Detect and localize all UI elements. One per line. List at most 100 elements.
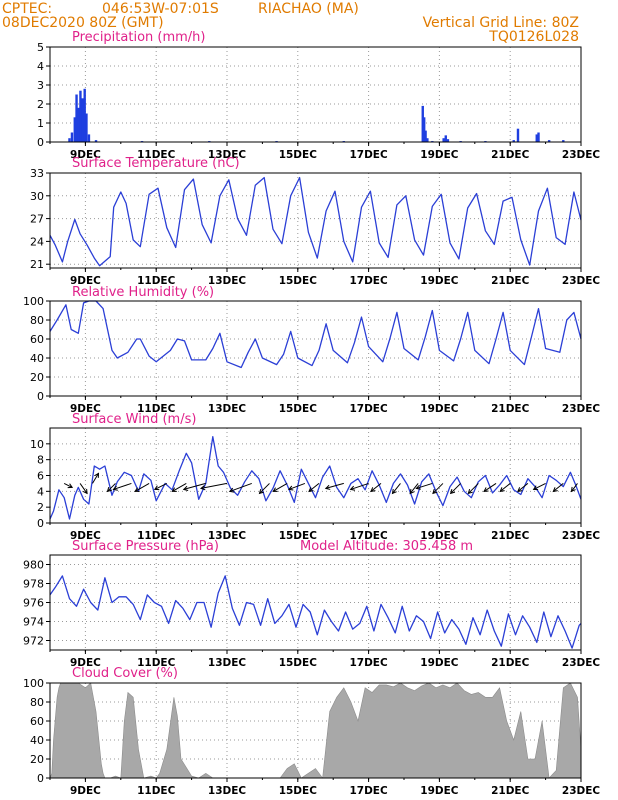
wind-arrow <box>532 482 546 491</box>
cloud-xtick-label: 21DEC <box>491 785 530 797</box>
wind-arrow-head <box>153 485 160 491</box>
wind-title: Surface Wind (m/s) <box>72 412 196 427</box>
wind-arrow-shaft <box>483 483 497 492</box>
rh-ytick-label: 20 <box>30 371 44 384</box>
wind-arrow-shaft <box>200 482 228 489</box>
pressure-yaxis: 972 974 976 978 980 <box>23 559 50 648</box>
wind-xtick-label: 13DEC <box>208 530 247 542</box>
header: CPTEC: 046:53W-07:01S RIACHAO (MA) 08DEC… <box>2 1 579 45</box>
wind-arrow-head <box>94 472 100 478</box>
wind-arrow-shaft <box>183 482 206 490</box>
wind-ytick-label: 2 <box>37 501 44 514</box>
wind-arrow-shaft <box>571 483 578 492</box>
temp-ytick-label: 21 <box>30 258 44 271</box>
wind-arrow-head <box>349 485 356 491</box>
rh-series <box>49 300 582 369</box>
wind-arrow-head <box>324 484 331 490</box>
precip-grid <box>50 47 581 142</box>
cloud-xtick-label: 15DEC <box>279 785 318 797</box>
rh-ytick-label: 0 <box>37 390 44 403</box>
temp-xtick-label: 17DEC <box>349 275 388 287</box>
wind-arrow-shaft <box>350 482 369 490</box>
temp-xtick-label: 15DEC <box>279 275 318 287</box>
precip-bar <box>85 113 88 142</box>
precip-ytick-label: 4 <box>37 60 44 73</box>
temp-xtick-label: 21DEC <box>491 275 530 287</box>
wind-arrow <box>517 483 529 493</box>
wind-arrow-shaft <box>79 483 88 494</box>
cloud-ytick-label: 80 <box>30 696 44 709</box>
wind-arrow-head <box>370 487 376 493</box>
wind-arrow-shaft <box>154 482 168 490</box>
wind-arrow-shaft <box>272 482 288 492</box>
pressure-grid <box>50 555 581 650</box>
wind-arrow-head <box>228 487 235 493</box>
precip-bar <box>424 130 427 142</box>
header-source: CPTEC: <box>2 1 52 17</box>
wind-arrow-shaft <box>134 482 150 492</box>
rh-xtick-label: 17DEC <box>349 403 388 415</box>
wind-arrow <box>272 482 288 492</box>
wind-arrow <box>467 483 479 495</box>
cloud-xtick-label: 23DEC <box>562 785 601 797</box>
rh-xtick-label: 21DEC <box>491 403 530 415</box>
precip-bar <box>83 88 86 142</box>
wind-arrow-head <box>499 487 505 493</box>
wind-arrow-shaft <box>63 482 73 488</box>
temp-xtick-label: 9DEC <box>70 275 101 287</box>
cloud-ytick-label: 0 <box>37 772 44 785</box>
pressure-ytick-label: 976 <box>23 597 44 610</box>
wind-arrow <box>483 483 497 492</box>
wind-arrow-shaft <box>308 483 320 492</box>
wind-arrow-shaft <box>113 482 132 490</box>
wind-arrow <box>552 483 564 493</box>
rh-ytick-label: 60 <box>30 333 44 346</box>
wind-arrow-head <box>182 485 189 491</box>
wind-arrows <box>63 472 578 495</box>
cloud-xtick-label: 19DEC <box>420 785 459 797</box>
rh-line <box>49 300 582 369</box>
wind-arrow-head <box>409 488 415 495</box>
temp-title: Surface Temperature (nC) <box>72 156 240 171</box>
precip-bar <box>516 128 520 142</box>
temp-panel: Surface Temperature (nC) 21 24 27 30 33 9DEC 11… <box>30 156 600 287</box>
precip-xtick-label: 9DEC <box>70 149 101 161</box>
pressure-xtick-label: 15DEC <box>279 657 318 669</box>
precip-bar <box>87 134 91 142</box>
rh-xaxis: 9DEC 11DEC 13DEC 15DEC 17DEC 19DEC 21DEC 23DEC <box>49 396 600 415</box>
precip-bar <box>79 90 82 142</box>
wind-arrow-head <box>308 487 314 493</box>
precip-ytick-label: 1 <box>37 117 44 130</box>
wind-arrow <box>349 482 369 491</box>
cloud-title: Cloud Cover (%) <box>72 666 178 681</box>
temp-ytick-label: 24 <box>30 235 44 248</box>
cloud-ytick-label: 40 <box>30 734 44 747</box>
wind-arrow-shaft <box>288 482 306 490</box>
wind-arrow <box>370 483 382 493</box>
wind-arrow-head <box>467 488 473 495</box>
rh-panel: Relative Humidity (%) 0 20 40 60 80 100 9DEC 11D… <box>23 285 600 415</box>
header-coords: 046:53W-07:01S <box>102 1 219 17</box>
cloud-xtick-label: 17DEC <box>349 785 388 797</box>
cloud-frame <box>49 682 582 779</box>
wind-arrow-head <box>112 485 118 491</box>
wind-arrow-shaft <box>409 483 419 494</box>
precip-bar <box>426 138 429 142</box>
temp-ytick-label: 27 <box>30 213 44 226</box>
pressure-series <box>49 575 582 649</box>
rh-xtick-label: 15DEC <box>279 403 318 415</box>
temp-yaxis: 21 24 27 30 33 <box>30 167 50 271</box>
wind-arrow-head <box>106 486 112 493</box>
wind-arrow-shaft <box>325 482 344 489</box>
cloud-ytick-label: 60 <box>30 715 44 728</box>
wind-arrow <box>432 483 444 495</box>
precip-bar <box>421 105 424 142</box>
rh-xtick-label: 19DEC <box>420 403 459 415</box>
precip-bar <box>77 107 80 142</box>
precip-bar <box>444 135 447 142</box>
wind-arrow <box>409 483 419 495</box>
precip-ytick-label: 3 <box>37 79 44 92</box>
rh-frame <box>49 300 582 397</box>
precip-bar <box>442 138 445 142</box>
